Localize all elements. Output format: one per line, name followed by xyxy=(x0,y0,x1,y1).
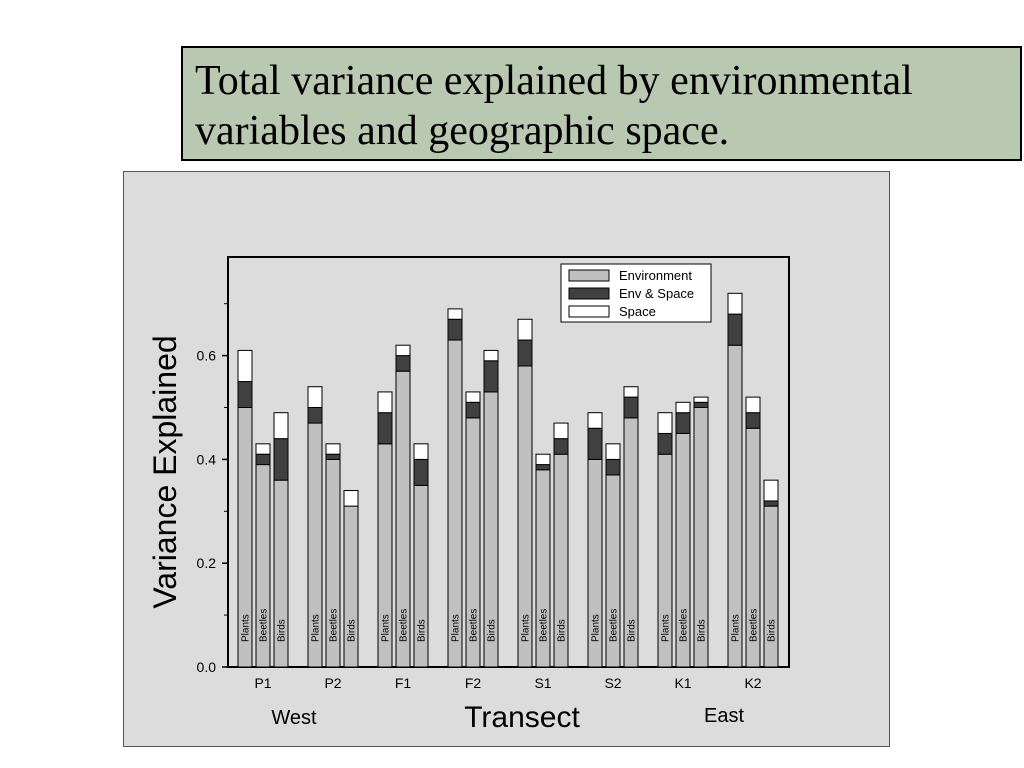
x-tick-label-p1: P1 xyxy=(254,675,271,691)
bar-segment-p2-beetles-env-space xyxy=(325,453,341,460)
region-label-east: East xyxy=(704,705,744,727)
bar-segment-p2-plants-env-space xyxy=(307,407,323,424)
bar-label-p2-beetles: Beetles xyxy=(329,609,340,642)
bar-label-f2-plants: Plants xyxy=(451,614,462,642)
y-axis-label: Variance Explained xyxy=(147,335,183,608)
bar-segment-s2-beetles-env-space xyxy=(605,458,621,476)
bar-label-f1-beetles: Beetles xyxy=(399,609,410,642)
bar-label-s2-plants: Plants xyxy=(591,614,602,642)
bar-segment-p2-beetles-space xyxy=(325,443,341,455)
bar-segment-p1-birds-space xyxy=(273,412,289,440)
bar-label-k2-birds: Birds xyxy=(767,619,778,642)
bar-segment-f2-birds-env-space xyxy=(483,360,499,393)
bar-segment-f1-birds-env-space xyxy=(413,458,429,486)
bar-segment-k1-birds-space xyxy=(693,396,709,403)
bar-segment-f1-plants-space xyxy=(377,391,393,414)
legend-swatch-environment xyxy=(568,269,610,282)
legend: Environment Env & Space Space xyxy=(560,263,712,323)
bar-segment-p1-birds-env-space xyxy=(273,438,289,481)
legend-swatch-env-space xyxy=(568,287,610,300)
x-axis-label: Transect xyxy=(464,701,580,734)
bar-label-s2-birds: Birds xyxy=(627,619,638,642)
bar-segment-k2-plants-env-space xyxy=(727,313,743,346)
slide-title-line-2: variables and geographic space. xyxy=(195,108,730,154)
bar-label-p1-plants: Plants xyxy=(241,614,252,642)
bar-label-f2-beetles: Beetles xyxy=(469,609,480,642)
bar-segment-p1-beetles-env-space xyxy=(255,453,271,466)
bar-label-s1-plants: Plants xyxy=(521,614,532,642)
bar-segment-s1-plants-env-space xyxy=(517,339,533,367)
legend-label-space: Space xyxy=(619,304,656,319)
bar-label-k2-plants: Plants xyxy=(731,614,742,642)
bar-segment-k2-birds-space xyxy=(763,479,779,502)
bar-segment-k2-plants-space xyxy=(727,292,743,315)
bar-label-p1-birds: Birds xyxy=(277,619,288,642)
x-tick-label-f2: F2 xyxy=(465,675,482,691)
bar-segment-k2-beetles-space xyxy=(745,396,761,414)
bar-segment-p2-birds-space xyxy=(343,490,359,507)
bar-label-f1-plants: Plants xyxy=(381,614,392,642)
bar-segment-f2-beetles-space xyxy=(465,391,481,403)
bar-label-p1-beetles: Beetles xyxy=(259,609,270,642)
y-tick-label: 0.6 xyxy=(197,348,217,364)
x-tick-label-p2: P2 xyxy=(324,675,341,691)
bar-segment-k2-birds-env-space xyxy=(763,500,779,507)
bar-label-p2-birds: Birds xyxy=(347,619,358,642)
chart-panel: Plants Beetles Birds Plants Beetles Birds Plan… xyxy=(123,171,890,747)
bar-segment-k2-beetles-env-space xyxy=(745,412,761,429)
bar-label-k1-plants: Plants xyxy=(661,614,672,642)
bar-segment-s1-plants-space xyxy=(517,318,533,341)
bar-label-k1-beetles: Beetles xyxy=(679,609,690,642)
bar-segment-p2-plants-space xyxy=(307,386,323,409)
region-label-west: West xyxy=(271,707,317,729)
bar-segment-k1-birds-env-space xyxy=(693,401,709,408)
bar-segment-f1-beetles-space xyxy=(395,344,411,357)
y-tick-label: 0.4 xyxy=(197,451,217,467)
bar-segment-k1-beetles-env-space xyxy=(675,412,691,434)
bar-label-k2-beetles: Beetles xyxy=(749,609,760,642)
bar-segment-p1-plants-space xyxy=(237,349,253,383)
bar-segment-s1-birds-space xyxy=(553,422,569,440)
bar-segment-s1-beetles-space xyxy=(535,453,551,466)
bar-label-k1-birds: Birds xyxy=(697,619,708,642)
bar-segment-s1-birds-env-space xyxy=(553,438,569,455)
bar-label-f2-birds: Birds xyxy=(487,619,498,642)
x-tick-label-k1: K1 xyxy=(674,675,691,691)
slide-title-line-1: Total variance explained by environmenta… xyxy=(195,58,913,104)
bar-label-s2-beetles: Beetles xyxy=(609,609,620,642)
bar-segment-s2-plants-space xyxy=(587,412,603,429)
x-tick-label-f1: F1 xyxy=(395,675,412,691)
legend-label-environment: Environment xyxy=(619,268,692,283)
y-tick-label: 0.0 xyxy=(197,659,217,675)
bar-label-s1-birds: Birds xyxy=(557,619,568,642)
legend-swatch-space xyxy=(568,305,610,318)
bar-segment-s1-beetles-env-space xyxy=(535,464,551,471)
bar-label-p2-plants: Plants xyxy=(311,614,322,642)
bar-segment-k1-plants-env-space xyxy=(657,432,673,455)
legend-label-env-space: Env & Space xyxy=(619,286,694,301)
bar-segment-k1-beetles-space xyxy=(675,401,691,414)
stacked-bar-chart: Plants Beetles Birds Plants Beetles Birds Plan… xyxy=(147,256,790,734)
bar-segment-p1-plants-env-space xyxy=(237,381,253,409)
bar-label-f1-birds: Birds xyxy=(417,619,428,642)
bar-segment-s2-birds-space xyxy=(623,386,639,398)
bar-segment-f1-birds-space xyxy=(413,443,429,460)
bar-label-s1-beetles: Beetles xyxy=(539,609,550,642)
x-tick-label-k2: K2 xyxy=(744,675,761,691)
bar-segment-s2-plants-env-space xyxy=(587,427,603,460)
bar-segment-k1-plants-space xyxy=(657,412,673,434)
bar-segment-f1-beetles-env-space xyxy=(395,355,411,372)
y-tick-label: 0.2 xyxy=(197,555,217,571)
x-tick-label-s1: S1 xyxy=(534,675,551,691)
bar-segment-f1-plants-env-space xyxy=(377,412,393,445)
bar-segment-f2-plants-space xyxy=(447,308,463,320)
bar-segment-p1-beetles-space xyxy=(255,443,271,455)
bar-segment-s2-beetles-space xyxy=(605,443,621,460)
bar-segment-f2-birds-space xyxy=(483,349,499,362)
bar-segment-f2-beetles-env-space xyxy=(465,401,481,419)
slide-title-box: Total variance explained by environmenta… xyxy=(181,46,1022,161)
x-tick-label-s2: S2 xyxy=(604,675,621,691)
bar-segment-s2-birds-env-space xyxy=(623,396,639,419)
bar-segment-f2-plants-env-space xyxy=(447,318,463,341)
